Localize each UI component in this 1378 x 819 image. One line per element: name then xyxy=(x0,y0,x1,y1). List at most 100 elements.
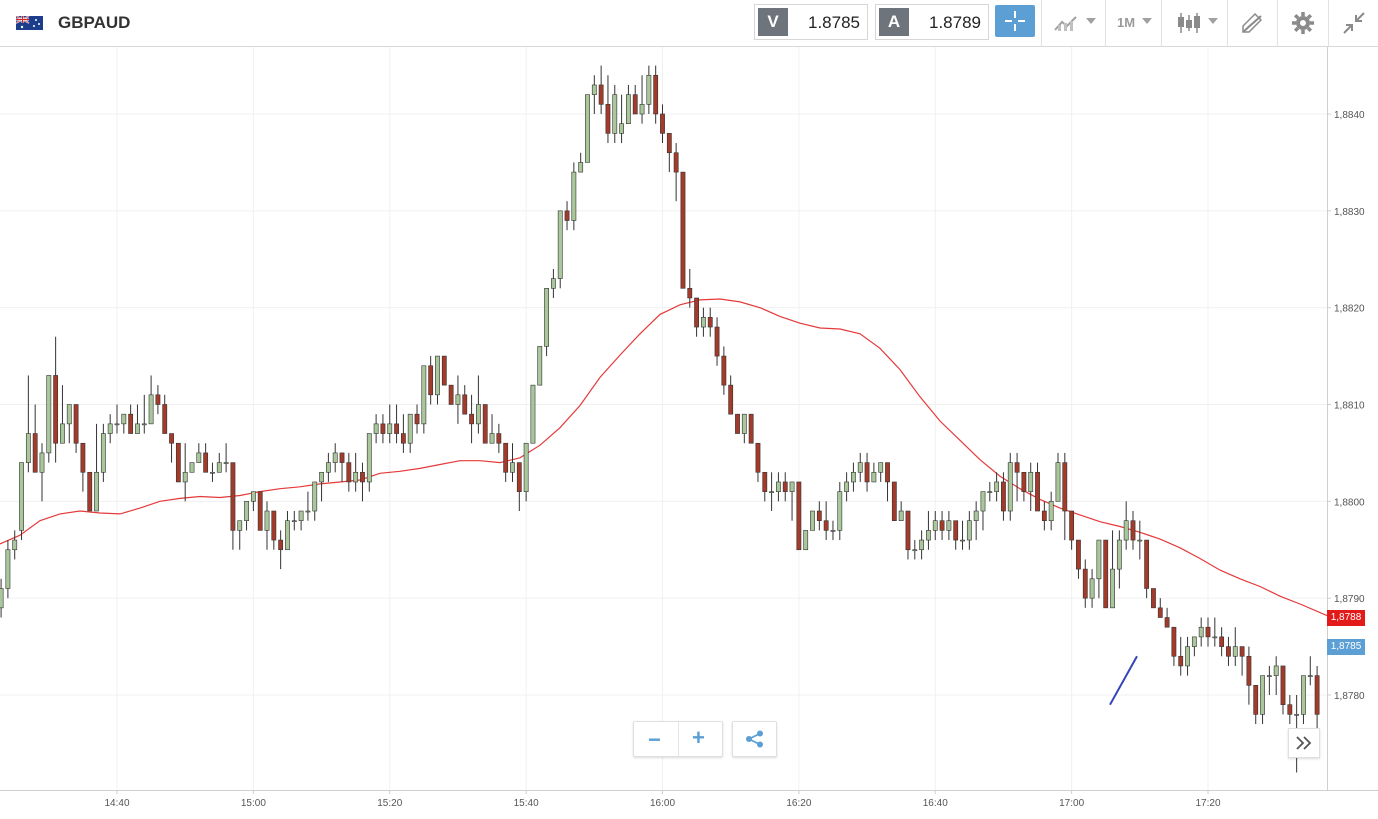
candle xyxy=(360,462,365,502)
candle xyxy=(332,443,338,473)
candle-body-down xyxy=(1171,626,1177,657)
candle xyxy=(550,268,556,298)
candle-body-up xyxy=(585,94,590,163)
candle-body-down xyxy=(271,510,277,541)
candle xyxy=(94,423,99,512)
candle-body-up xyxy=(619,123,624,134)
candle xyxy=(1116,530,1122,589)
candle-body-up xyxy=(857,462,863,473)
candle xyxy=(516,462,522,512)
candle-body-up xyxy=(537,346,543,386)
candle-body-up xyxy=(353,471,359,483)
candle xyxy=(1198,617,1204,647)
candle-body-up xyxy=(94,471,99,512)
timeframe-menu[interactable]: 1M xyxy=(1105,0,1161,46)
collapse-button[interactable] xyxy=(1328,0,1378,46)
candle xyxy=(100,423,106,482)
candle xyxy=(891,481,897,522)
grid xyxy=(0,47,1378,791)
candle-body-down xyxy=(169,433,174,444)
candle xyxy=(366,433,372,492)
candle-body-down xyxy=(905,510,911,551)
candle xyxy=(980,491,986,531)
candle xyxy=(919,530,925,560)
trend-line[interactable] xyxy=(1109,655,1138,706)
candle-body-up xyxy=(107,423,113,434)
candle-body-up xyxy=(182,471,188,483)
candle xyxy=(1130,511,1136,550)
candle xyxy=(1191,636,1197,657)
candle xyxy=(1266,665,1272,695)
x-tick-label: 17:20 xyxy=(1195,798,1220,809)
candle-body-up xyxy=(878,462,884,473)
y-axis: 1,8840 1,8830 1,8820 1,8810 1,8800 1,8790 1,87… xyxy=(1327,110,1365,702)
sell-price-button[interactable]: V 1.8785 xyxy=(754,4,868,40)
candle xyxy=(1089,569,1095,608)
candle-body-down xyxy=(728,384,734,415)
ma-price-badge: 1,8788 xyxy=(1327,609,1365,626)
candle-body-down xyxy=(428,365,434,396)
candle-body-up xyxy=(332,452,338,463)
candle-body-up xyxy=(148,394,154,425)
candle-body-up xyxy=(544,288,549,347)
x-tick-label: 16:40 xyxy=(923,798,948,809)
chart-type-menu[interactable] xyxy=(1041,0,1105,46)
candle xyxy=(1246,646,1252,705)
candle-body-up xyxy=(612,94,618,134)
candle-body-down xyxy=(1157,607,1163,618)
candle xyxy=(394,404,399,444)
scroll-to-latest-button[interactable] xyxy=(1288,728,1320,758)
candle xyxy=(400,414,406,453)
candle xyxy=(216,452,222,473)
candle xyxy=(735,413,740,434)
candle xyxy=(987,481,993,502)
candle xyxy=(1307,656,1313,686)
share-button[interactable] xyxy=(732,721,777,757)
candle xyxy=(148,375,154,425)
candle xyxy=(926,511,931,550)
x-tick-label: 15:40 xyxy=(514,798,539,809)
candle xyxy=(469,394,474,444)
candle xyxy=(1287,695,1293,725)
candle-style-menu[interactable] xyxy=(1161,0,1227,46)
candle-body-down xyxy=(203,452,209,473)
candle xyxy=(803,530,809,551)
candle-body-up xyxy=(25,433,31,463)
candle-body-up xyxy=(19,462,24,531)
zoom-in-button[interactable]: + xyxy=(678,722,722,756)
candle-body-down xyxy=(564,210,570,221)
candle xyxy=(598,65,604,114)
candle-body-down xyxy=(448,384,454,405)
candle xyxy=(189,462,195,473)
candle xyxy=(585,94,590,163)
buy-price-button[interactable]: A 1.8789 xyxy=(875,4,989,40)
candle xyxy=(503,442,509,482)
candle xyxy=(496,423,502,453)
candle-body-up xyxy=(851,471,856,483)
candle-body-up xyxy=(966,520,972,541)
price-chart[interactable]: 1,8840 1,8830 1,8820 1,8810 1,8800 1,8790 1,87… xyxy=(0,47,1378,819)
candle xyxy=(557,210,563,289)
candle-body-up xyxy=(803,530,809,551)
crosshair-button[interactable] xyxy=(995,5,1035,37)
candle-body-down xyxy=(1041,510,1047,521)
candle-body-up xyxy=(135,423,140,434)
zoom-out-button[interactable]: − xyxy=(634,722,679,756)
candle xyxy=(973,501,979,541)
drawing-tools-button[interactable] xyxy=(1227,0,1277,46)
candle-body-down xyxy=(939,520,945,531)
candle xyxy=(612,84,618,144)
candle-body-down xyxy=(482,404,488,444)
candle-body-down xyxy=(714,326,720,357)
candle-body-up xyxy=(237,520,243,531)
candle-body-down xyxy=(632,94,638,115)
settings-button[interactable] xyxy=(1277,0,1328,46)
candle-body-up xyxy=(366,433,372,483)
candle-body-up xyxy=(926,530,931,541)
candle xyxy=(1253,685,1259,725)
double-chevron-right-icon xyxy=(1296,736,1312,750)
candle xyxy=(1232,627,1238,666)
y-tick-label: 1,8790 xyxy=(1334,594,1365,605)
candle xyxy=(701,307,706,337)
candle xyxy=(305,491,311,521)
